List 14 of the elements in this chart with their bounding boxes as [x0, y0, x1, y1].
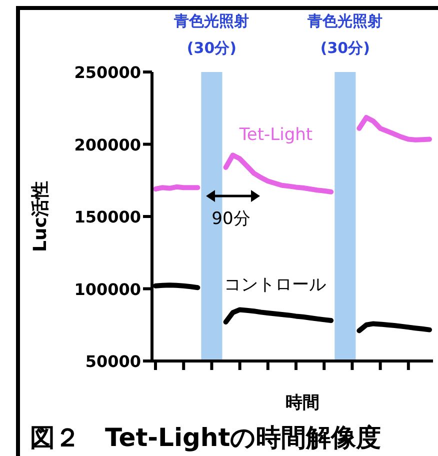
y-tick-label: 150000: [74, 208, 141, 226]
annotation: 90分: [212, 209, 250, 229]
x-axis-title: 時間: [286, 393, 320, 413]
y-tick-label: 100000: [74, 280, 141, 299]
y-tick-label: 250000: [74, 63, 141, 82]
annotation: 青色光照射 (30分): [174, 12, 250, 57]
annotation: 青色光照射 (30分): [308, 12, 383, 57]
y-tick-label: 50000: [85, 352, 141, 371]
text: 図２ Tet-Lightの時間解像度: [30, 423, 382, 452]
series-label: コントロール: [224, 275, 326, 295]
y-tick-label: 200000: [74, 135, 141, 154]
text: Tet-Light: [238, 125, 313, 145]
y-axis-title: Luc活性: [30, 181, 51, 252]
annotation: 90分: [206, 190, 260, 229]
